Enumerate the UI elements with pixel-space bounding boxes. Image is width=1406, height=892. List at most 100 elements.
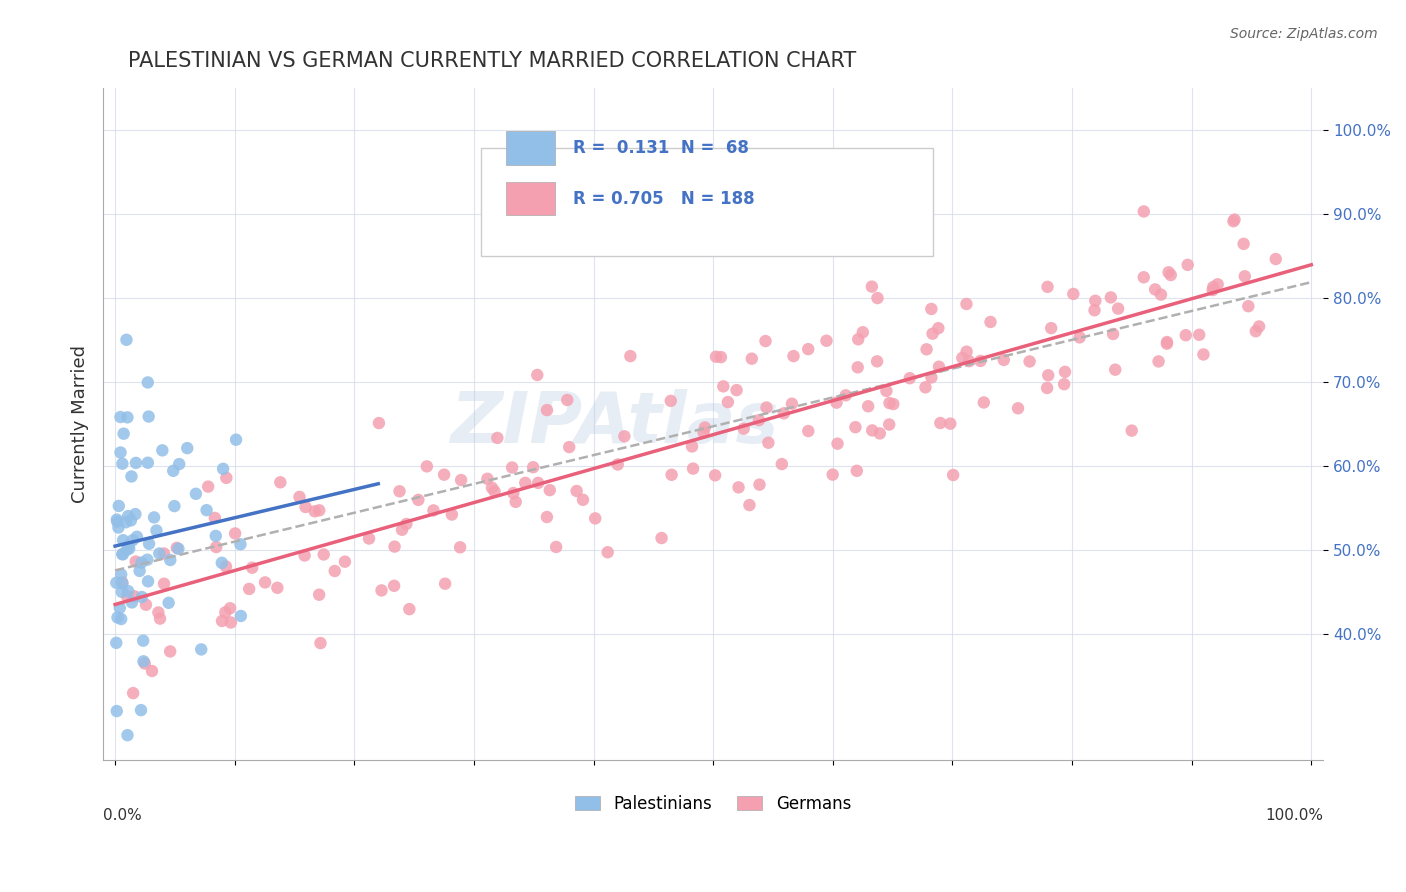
Point bbox=[138, 537, 160, 551]
Legend: Palestinians, Germans: Palestinians, Germans bbox=[568, 788, 858, 820]
Point bbox=[269, 475, 291, 490]
Point bbox=[112, 533, 135, 548]
Point bbox=[333, 555, 356, 569]
Point bbox=[204, 529, 226, 543]
Point bbox=[149, 611, 172, 625]
Point bbox=[107, 520, 129, 534]
Point bbox=[440, 508, 463, 522]
Point bbox=[821, 467, 844, 482]
Point bbox=[308, 503, 330, 517]
Point bbox=[1174, 328, 1197, 343]
Point bbox=[619, 349, 641, 363]
Point bbox=[725, 383, 748, 397]
Point bbox=[357, 532, 380, 546]
Point bbox=[1177, 258, 1199, 272]
Point bbox=[449, 541, 471, 555]
Point bbox=[219, 615, 242, 630]
Point bbox=[942, 468, 965, 483]
Point bbox=[159, 553, 181, 567]
Point bbox=[195, 503, 218, 517]
Point bbox=[108, 600, 131, 615]
Point bbox=[797, 424, 820, 438]
Point bbox=[163, 499, 186, 513]
Point bbox=[546, 540, 568, 554]
Point bbox=[845, 464, 868, 478]
Point bbox=[914, 380, 936, 394]
Point bbox=[1156, 336, 1178, 351]
Point bbox=[105, 575, 128, 590]
FancyBboxPatch shape bbox=[481, 148, 932, 256]
Point bbox=[128, 564, 150, 578]
Point bbox=[501, 460, 523, 475]
Point bbox=[166, 541, 188, 555]
Point bbox=[105, 515, 128, 529]
Point bbox=[502, 486, 524, 500]
Point bbox=[825, 395, 848, 409]
Point bbox=[973, 395, 995, 409]
Point bbox=[1192, 347, 1215, 361]
Point bbox=[148, 547, 170, 561]
Point bbox=[211, 556, 233, 570]
Point bbox=[1132, 270, 1154, 285]
Point bbox=[815, 334, 838, 348]
Point bbox=[219, 601, 242, 615]
Point bbox=[136, 552, 159, 566]
Point bbox=[1157, 265, 1180, 279]
Point bbox=[184, 487, 207, 501]
Point bbox=[1018, 354, 1040, 368]
Point bbox=[481, 481, 503, 495]
Point bbox=[1053, 377, 1076, 392]
Point bbox=[770, 457, 793, 471]
Point bbox=[756, 435, 779, 450]
Point bbox=[748, 477, 770, 491]
Point bbox=[1104, 362, 1126, 376]
Point bbox=[782, 349, 804, 363]
Point bbox=[957, 354, 980, 368]
Point bbox=[692, 425, 714, 440]
Point bbox=[827, 436, 849, 450]
Point bbox=[1233, 236, 1256, 251]
Point bbox=[522, 460, 544, 475]
Point bbox=[1083, 303, 1105, 318]
Point bbox=[225, 433, 247, 447]
Point bbox=[955, 344, 977, 359]
Point bbox=[111, 576, 134, 591]
Point bbox=[117, 539, 139, 553]
Point bbox=[294, 549, 316, 563]
Point bbox=[312, 548, 335, 562]
Point bbox=[159, 644, 181, 658]
Point bbox=[117, 728, 139, 742]
Point bbox=[1144, 282, 1167, 296]
Point bbox=[1133, 204, 1156, 219]
Point bbox=[1121, 424, 1143, 438]
Point bbox=[659, 393, 682, 408]
Point bbox=[733, 422, 755, 436]
Point bbox=[846, 332, 869, 346]
Point bbox=[844, 420, 866, 434]
Point bbox=[869, 426, 891, 441]
Point bbox=[131, 556, 153, 570]
Point bbox=[105, 704, 128, 718]
Point bbox=[1202, 280, 1225, 294]
Point bbox=[136, 574, 159, 589]
Point bbox=[122, 686, 145, 700]
Point bbox=[134, 657, 156, 671]
Point bbox=[1201, 283, 1223, 297]
Point bbox=[927, 321, 949, 335]
Point bbox=[124, 589, 146, 603]
Point bbox=[929, 416, 952, 430]
Point bbox=[382, 579, 405, 593]
Point bbox=[422, 503, 444, 517]
Point bbox=[240, 560, 263, 574]
Point bbox=[1249, 319, 1271, 334]
Point bbox=[143, 510, 166, 524]
Point bbox=[135, 598, 157, 612]
Point bbox=[920, 370, 942, 384]
Point bbox=[682, 461, 704, 475]
Point bbox=[1036, 280, 1059, 294]
Point bbox=[110, 612, 132, 626]
Point bbox=[651, 531, 673, 545]
Point bbox=[969, 354, 991, 368]
Point bbox=[136, 456, 159, 470]
Point bbox=[132, 633, 155, 648]
